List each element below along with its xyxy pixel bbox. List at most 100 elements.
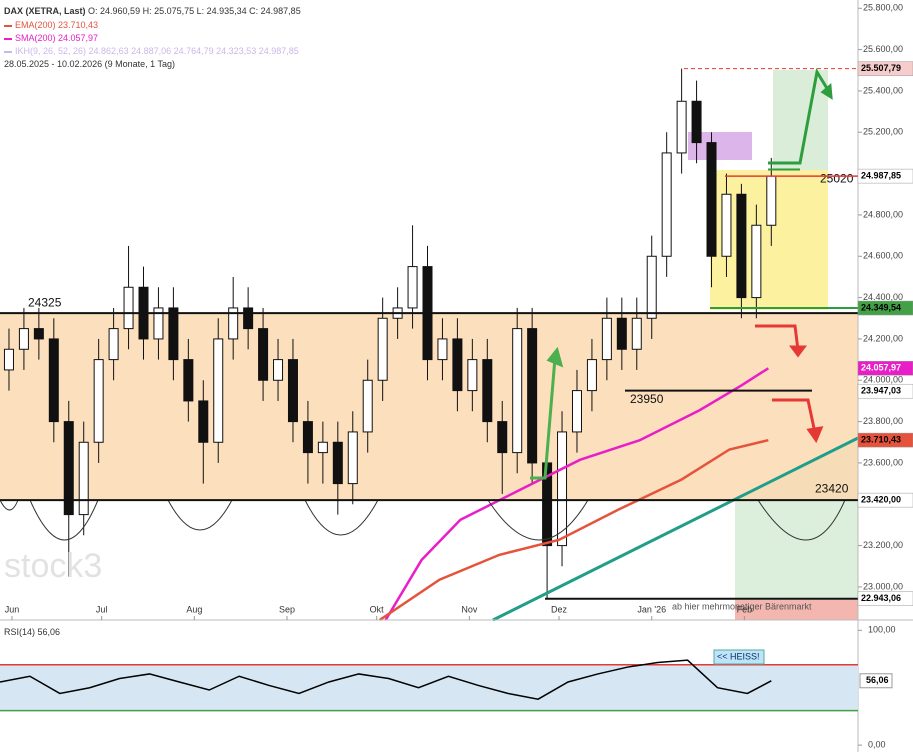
y-tick-label: 23.800,00 xyxy=(863,416,903,426)
candle-body xyxy=(601,317,612,361)
price-tag xyxy=(857,492,913,508)
title: DAX (XETRA, Last) xyxy=(4,6,86,16)
rsi-line xyxy=(0,659,772,700)
indicator-key xyxy=(4,37,12,40)
rsi-tick-label: 0,00 xyxy=(868,739,886,749)
y-tick-label: 24.400,00 xyxy=(863,292,903,302)
rsi-label: RSI(14) 56,06 xyxy=(4,627,61,637)
candle-body xyxy=(258,328,269,381)
price-tag xyxy=(857,591,913,606)
candle-body xyxy=(317,441,328,454)
candle-body xyxy=(362,379,373,433)
candle-body xyxy=(616,317,627,350)
candle-body xyxy=(646,255,657,319)
price-tag-label: 24.057,97 xyxy=(861,363,901,373)
y-tick-label: 24.800,00 xyxy=(863,209,903,219)
candle-body xyxy=(571,390,582,433)
y-tick-label: 24.600,00 xyxy=(863,251,903,261)
indicator: EMA(200) 23.710,43 xyxy=(4,20,98,30)
indicator: SMA(200) 24.057,97 xyxy=(4,33,98,43)
price-tag xyxy=(857,432,913,448)
price-tag-label: 22.943,06 xyxy=(861,593,901,603)
candle-body xyxy=(557,431,568,547)
candle-body xyxy=(168,307,179,361)
x-tick-label: Jul xyxy=(96,604,108,614)
candle-body xyxy=(407,266,418,309)
x-tick-label: Nov xyxy=(461,604,478,614)
candle-body xyxy=(437,338,448,361)
indicator-key xyxy=(4,50,12,53)
rsi-band xyxy=(0,664,858,711)
rsi-tick-label: 100,00 xyxy=(868,625,896,635)
bear-box xyxy=(735,600,858,620)
x-tick-label: Okt xyxy=(370,604,385,614)
price-tag-label: 23.420,00 xyxy=(861,495,901,505)
cup-shapes xyxy=(0,499,846,541)
ma-line xyxy=(384,367,769,621)
candle-body xyxy=(631,317,642,350)
price-tag-label: 23.710,43 xyxy=(861,434,901,444)
candle-body xyxy=(213,338,224,443)
x-tick-label: Feb xyxy=(737,604,753,614)
x-tick-label: Dez xyxy=(551,604,568,614)
candle-body xyxy=(108,328,119,361)
indicator-text: EMA(200) 23.710,43 xyxy=(15,20,99,30)
level-label: 23420 xyxy=(815,481,849,495)
candle-body xyxy=(198,400,209,443)
y-tick-label: 25.400,00 xyxy=(863,85,903,95)
candle-body xyxy=(482,359,493,423)
price-tag xyxy=(857,61,913,76)
candle-body xyxy=(691,100,702,144)
y-tick-label: 24.000,00 xyxy=(863,375,903,385)
indicator-key xyxy=(4,24,12,27)
price-tag xyxy=(857,383,913,399)
candle-body xyxy=(347,431,358,485)
candle-body xyxy=(228,307,239,340)
y-tick-label: 23.600,00 xyxy=(863,457,903,467)
candle-body xyxy=(736,193,747,299)
candle-body xyxy=(512,328,523,454)
note: << HEISS! xyxy=(717,651,760,661)
y-tick-label: 25.200,00 xyxy=(863,127,903,137)
candle-body xyxy=(153,307,164,340)
candle-body xyxy=(377,317,388,381)
candle-body xyxy=(33,328,44,340)
rsi-tag xyxy=(859,673,893,689)
candle-body xyxy=(183,359,194,402)
price-tag xyxy=(857,300,913,316)
candle-body xyxy=(78,441,89,516)
level-label: 23950 xyxy=(630,392,664,406)
candle-body xyxy=(18,328,29,350)
candle-body xyxy=(766,175,777,226)
price-tag-label: 23.947,03 xyxy=(861,386,901,396)
trendline xyxy=(492,436,859,622)
candle-body xyxy=(3,348,14,371)
y-tick-label: 25.800,00 xyxy=(863,3,903,13)
candle-body xyxy=(302,421,313,454)
price-tag-label: 24.987,85 xyxy=(861,170,901,180)
candle-body xyxy=(706,142,717,257)
candle-body xyxy=(721,193,732,257)
y-tick-label: 25.600,00 xyxy=(863,44,903,54)
candle-body xyxy=(452,338,463,392)
candle-body xyxy=(751,224,762,299)
level-label: 25020 xyxy=(820,172,854,186)
note-box xyxy=(713,649,765,665)
price-tag-label: 25.507,79 xyxy=(861,63,901,73)
candle-body xyxy=(586,359,597,392)
price-tag-label: 24.349,54 xyxy=(861,302,901,312)
candle-body xyxy=(243,307,254,330)
header: DAX (XETRA, Last) O: 24.960,59 H: 25.075… xyxy=(4,6,301,16)
x-tick-label: Jun xyxy=(5,604,20,614)
price-tag xyxy=(857,361,913,376)
candle-body xyxy=(48,338,59,423)
arrows xyxy=(530,67,833,480)
candle-body xyxy=(123,286,134,330)
watermark: stock3 xyxy=(4,547,102,585)
ohlc: O: 24.960,59 H: 25.075,75 L: 24.935,34 C… xyxy=(88,6,301,16)
x-tick-label: Sep xyxy=(279,604,295,614)
candle-body xyxy=(497,421,508,454)
candle-body xyxy=(527,328,538,464)
